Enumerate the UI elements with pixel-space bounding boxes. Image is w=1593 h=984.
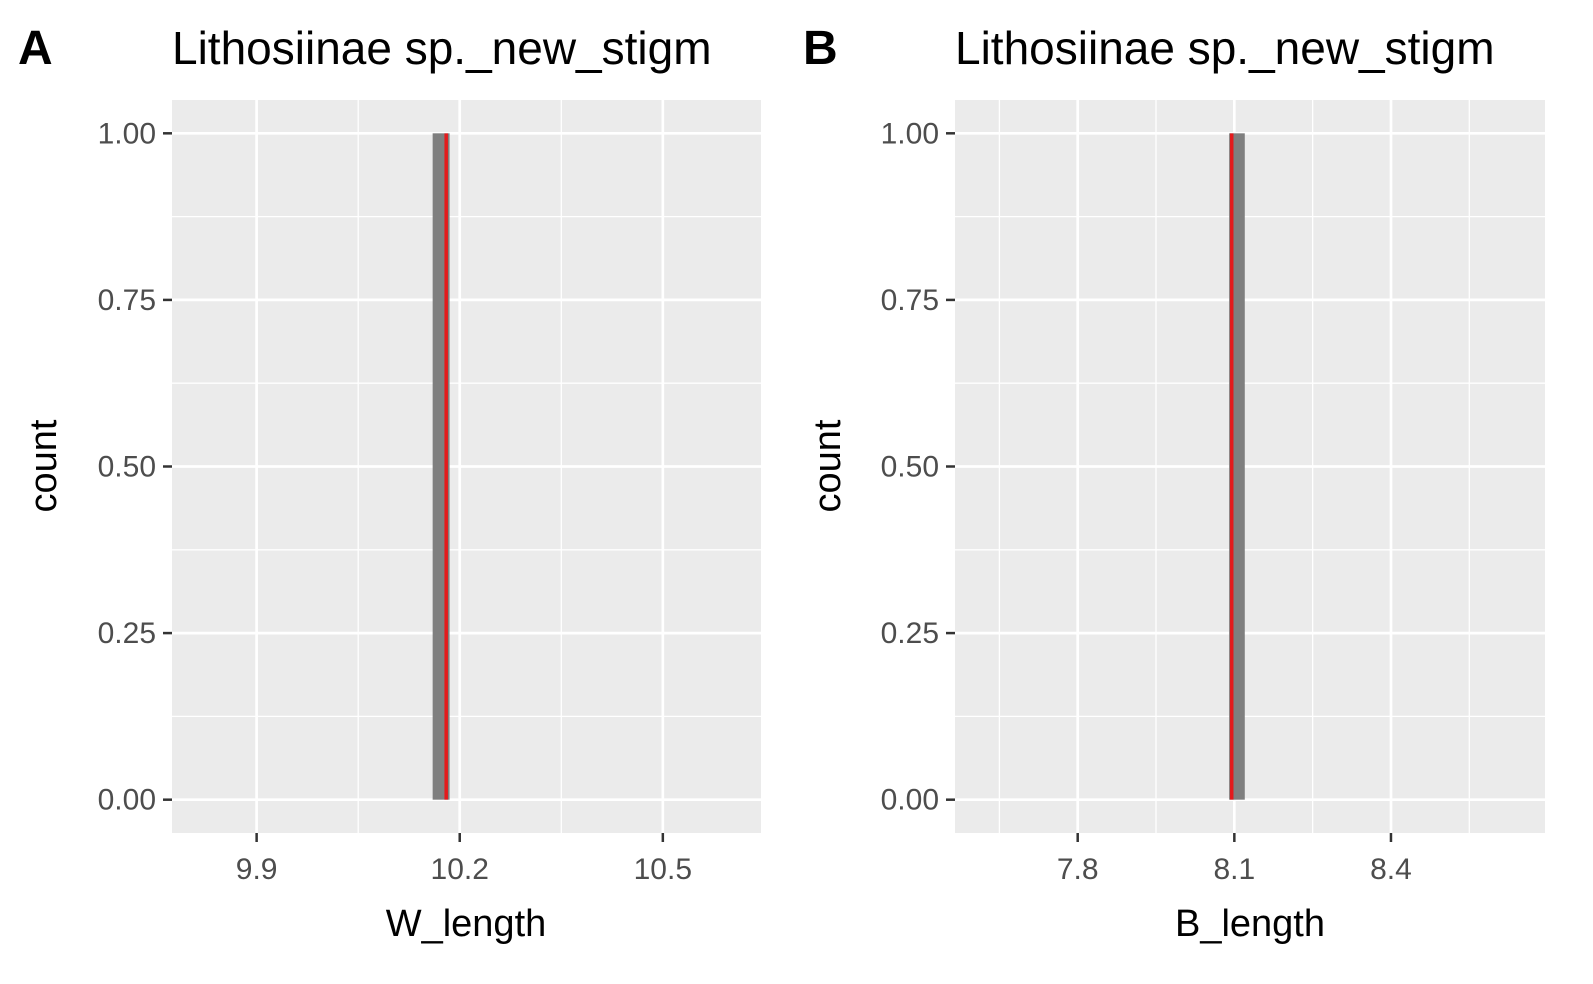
y-axis: 0.00 0.25 0.50 0.75 1.00 xyxy=(98,117,172,817)
y-tick-label: 0.75 xyxy=(881,284,939,317)
plot-title: Lithosiinae sp._new_stigm xyxy=(955,22,1495,74)
y-tick-label: 0.00 xyxy=(98,784,156,817)
x-tick-label: 8.1 xyxy=(1213,853,1255,886)
panel-label: A xyxy=(18,22,53,75)
x-tick-label: 7.8 xyxy=(1057,853,1099,886)
x-axis: 7.8 8.1 8.4 xyxy=(1057,833,1412,886)
y-tick-label: 0.50 xyxy=(98,451,156,484)
panel-label: B xyxy=(803,22,838,75)
panel-b: B Lithosiinae sp._new_stigm 0.00 0.25 0.50… xyxy=(803,22,1545,945)
y-tick-label: 0.75 xyxy=(98,284,156,317)
y-tick-label: 0.50 xyxy=(881,451,939,484)
panel-a: A Lithosiinae sp._new_stigm 0.00 0.25 0.50… xyxy=(18,22,761,945)
x-tick-label: 10.5 xyxy=(634,853,692,886)
plot-title: Lithosiinae sp._new_stigm xyxy=(172,22,712,74)
y-axis: 0.00 0.25 0.50 0.75 1.00 xyxy=(881,117,955,817)
x-tick-label: 10.2 xyxy=(431,853,489,886)
x-axis: 9.9 10.2 10.5 xyxy=(236,833,692,886)
y-axis-title: count xyxy=(23,419,65,512)
x-axis-title: W_length xyxy=(386,903,547,945)
y-axis-title: count xyxy=(807,419,849,512)
grid-lines xyxy=(955,100,1545,833)
x-axis-title: B_length xyxy=(1175,903,1325,945)
y-tick-label: 0.25 xyxy=(881,617,939,650)
y-tick-label: 0.25 xyxy=(98,617,156,650)
y-tick-label: 0.00 xyxy=(881,784,939,817)
y-tick-label: 1.00 xyxy=(98,117,156,150)
x-tick-label: 9.9 xyxy=(236,853,278,886)
x-tick-label: 8.4 xyxy=(1370,853,1412,886)
y-tick-label: 1.00 xyxy=(881,117,939,150)
grid-lines xyxy=(172,100,761,833)
